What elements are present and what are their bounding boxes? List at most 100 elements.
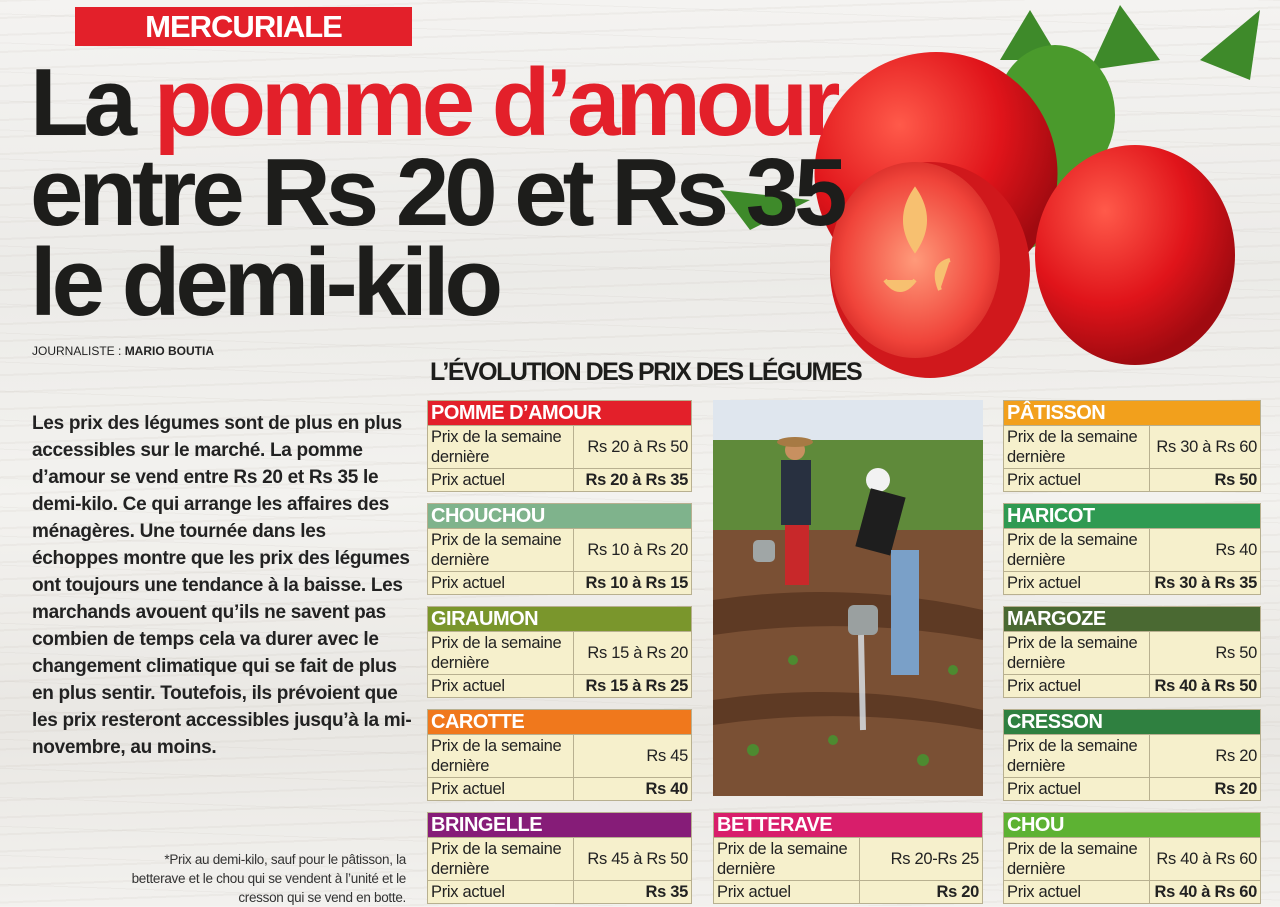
price-table: MARGOZE Prix de la semaine dernière Rs 50… (1003, 606, 1261, 698)
row-label: Prix actuel (1004, 469, 1150, 491)
author-name: MARIO BOUTIA (124, 344, 215, 358)
row-label: Prix actuel (428, 881, 574, 903)
vegetable-name: CRESSON (1004, 710, 1260, 734)
last-week-row: Prix de la semaine dernière Rs 20 (1004, 734, 1260, 777)
current-price: Rs 40 à Rs 60 (1154, 883, 1257, 901)
row-label: Prix actuel (1004, 778, 1150, 800)
last-week-price: Rs 45 à Rs 50 (587, 850, 688, 868)
last-week-row: Prix de la semaine dernière Rs 45 à Rs 50 (428, 837, 691, 880)
price-table: GIRAUMON Prix de la semaine dernière Rs 1… (427, 606, 692, 698)
current-row: Prix actuel Rs 35 (428, 880, 691, 903)
current-price: Rs 20 à Rs 35 (585, 471, 688, 489)
price-table: CHOU Prix de la semaine dernière Rs 40 à … (1003, 812, 1261, 904)
section-title: L’ÉVOLUTION DES PRIX DES LÉGUMES (430, 358, 863, 386)
last-week-price: Rs 45 (646, 747, 688, 765)
last-week-price: Rs 50 (1215, 644, 1257, 662)
footnote: *Prix au demi-kilo, sauf pour le pâtisso… (131, 852, 407, 905)
current-row: Prix actuel Rs 40 à Rs 50 (1004, 674, 1260, 697)
row-label: Prix de la semaine dernière (1004, 426, 1150, 468)
price-table: CHOUCHOU Prix de la semaine dernière Rs 1… (427, 503, 692, 595)
vegetable-name: CAROTTE (428, 710, 691, 734)
price-table: BETTERAVE Prix de la semaine dernière Rs … (713, 812, 983, 904)
last-week-price: Rs 20 (1215, 747, 1257, 765)
row-label: Prix actuel (428, 469, 574, 491)
row-label: Prix actuel (428, 572, 574, 594)
headline-line2: entre Rs 20 et Rs 35 (30, 139, 847, 246)
row-label: Prix de la semaine dernière (1004, 632, 1150, 674)
row-label: Prix actuel (1004, 572, 1150, 594)
vegetable-name: HARICOT (1004, 504, 1260, 528)
last-week-row: Prix de la semaine dernière Rs 50 (1004, 631, 1260, 674)
last-week-price: Rs 20 à Rs 50 (587, 438, 688, 456)
current-row: Prix actuel Rs 40 (428, 777, 691, 800)
headline-line3: le demi-kilo (30, 229, 503, 336)
current-row: Prix actuel Rs 20 (714, 880, 982, 903)
vegetable-name: CHOUCHOU (428, 504, 691, 528)
last-week-row: Prix de la semaine dernière Rs 15 à Rs 20 (428, 631, 691, 674)
current-price: Rs 40 à Rs 50 (1154, 677, 1257, 695)
price-table: HARICOT Prix de la semaine dernière Rs 40… (1003, 503, 1261, 595)
row-label: Prix de la semaine dernière (428, 735, 574, 777)
row-label: Prix actuel (428, 675, 574, 697)
current-price: Rs 10 à Rs 15 (585, 574, 688, 592)
row-label: Prix de la semaine dernière (1004, 735, 1150, 777)
row-label: Prix actuel (714, 881, 860, 903)
last-week-row: Prix de la semaine dernière Rs 20-Rs 25 (714, 837, 982, 880)
row-label: Prix de la semaine dernière (1004, 838, 1150, 880)
headline: La pomme d’amour entre Rs 20 et Rs 35 le… (30, 55, 847, 331)
row-label: Prix actuel (1004, 675, 1150, 697)
last-week-price: Rs 30 à Rs 60 (1156, 438, 1257, 456)
price-table: CAROTTE Prix de la semaine dernière Rs 45… (427, 709, 692, 801)
current-row: Prix actuel Rs 30 à Rs 35 (1004, 571, 1260, 594)
vegetable-name: BRINGELLE (428, 813, 691, 837)
current-price: Rs 20 (1214, 780, 1257, 798)
last-week-price: Rs 20-Rs 25 (890, 850, 980, 868)
vegetable-name: GIRAUMON (428, 607, 691, 631)
current-row: Prix actuel Rs 20 à Rs 35 (428, 468, 691, 491)
vegetable-name: CHOU (1004, 813, 1260, 837)
row-label: Prix de la semaine dernière (428, 426, 574, 468)
last-week-price: Rs 40 à Rs 60 (1156, 850, 1257, 868)
byline-label: JOURNALISTE : (32, 344, 125, 358)
last-week-row: Prix de la semaine dernière Rs 30 à Rs 60 (1004, 425, 1260, 468)
current-row: Prix actuel Rs 20 (1004, 777, 1260, 800)
last-week-price: Rs 10 à Rs 20 (587, 541, 688, 559)
byline: JOURNALISTE : MARIO BOUTIA (32, 344, 214, 358)
row-label: Prix de la semaine dernière (428, 632, 574, 674)
row-label: Prix de la semaine dernière (714, 838, 860, 880)
section-kicker: MERCURIALE (75, 7, 412, 46)
current-row: Prix actuel Rs 15 à Rs 25 (428, 674, 691, 697)
last-week-price: Rs 15 à Rs 20 (587, 644, 688, 662)
price-table: CRESSON Prix de la semaine dernière Rs 20… (1003, 709, 1261, 801)
last-week-row: Prix de la semaine dernière Rs 45 (428, 734, 691, 777)
current-price: Rs 35 (645, 883, 688, 901)
price-table: POMME D’AMOUR Prix de la semaine dernièr… (427, 400, 692, 492)
price-table: BRINGELLE Prix de la semaine dernière Rs … (427, 812, 692, 904)
row-label: Prix de la semaine dernière (1004, 529, 1150, 571)
vegetable-name: MARGOZE (1004, 607, 1260, 631)
last-week-row: Prix de la semaine dernière Rs 40 à Rs 60 (1004, 837, 1260, 880)
row-label: Prix de la semaine dernière (428, 838, 574, 880)
current-price: Rs 20 (936, 883, 979, 901)
current-price: Rs 50 (1214, 471, 1257, 489)
last-week-price: Rs 40 (1215, 541, 1257, 559)
current-row: Prix actuel Rs 40 à Rs 60 (1004, 880, 1260, 903)
vegetable-name: POMME D’AMOUR (428, 401, 691, 425)
current-price: Rs 40 (645, 780, 688, 798)
vegetable-name: PÂTISSON (1004, 401, 1260, 425)
row-label: Prix de la semaine dernière (428, 529, 574, 571)
last-week-row: Prix de la semaine dernière Rs 40 (1004, 528, 1260, 571)
article-body: Les prix des légumes sont de plus en plu… (32, 413, 412, 758)
row-label: Prix actuel (428, 778, 574, 800)
farmers-watering-photo (713, 400, 983, 796)
current-price: Rs 30 à Rs 35 (1154, 574, 1257, 592)
current-row: Prix actuel Rs 50 (1004, 468, 1260, 491)
row-label: Prix actuel (1004, 881, 1150, 903)
current-price: Rs 15 à Rs 25 (585, 677, 688, 695)
vegetable-name: BETTERAVE (714, 813, 982, 837)
current-row: Prix actuel Rs 10 à Rs 15 (428, 571, 691, 594)
last-week-row: Prix de la semaine dernière Rs 20 à Rs 50 (428, 425, 691, 468)
headline-part2: pomme d’amour (153, 49, 841, 156)
tomato-illustration (720, 5, 1260, 378)
last-week-row: Prix de la semaine dernière Rs 10 à Rs 20 (428, 528, 691, 571)
